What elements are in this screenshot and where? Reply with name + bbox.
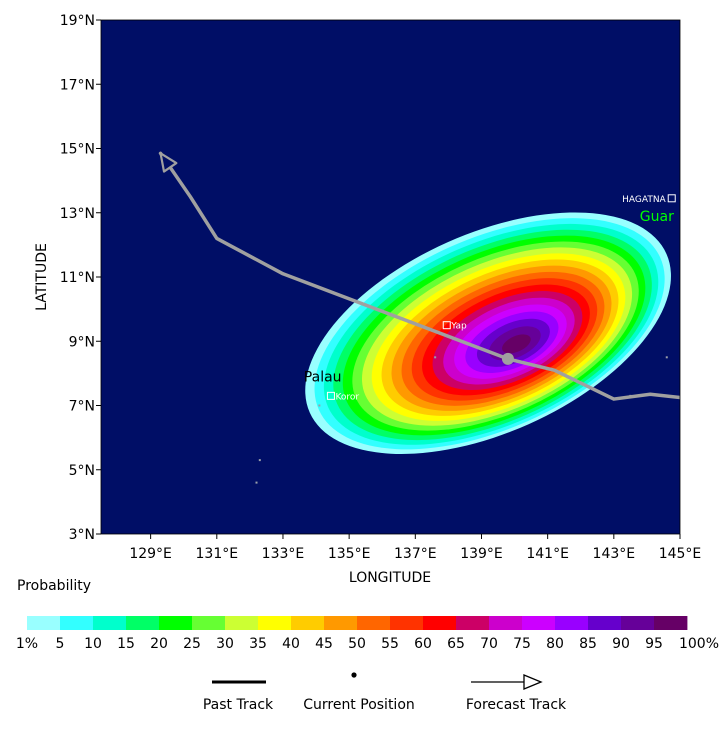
legend-swatch-95 [654,616,688,630]
legend-tick-label: 85 [579,636,597,652]
legend-tick-label: 10 [84,636,102,652]
region-label-palau: Palau [304,369,342,385]
y-tick-label: 19°N [60,13,95,29]
x-tick-label: 129°E [129,546,172,562]
island-speck [318,404,321,407]
x-tick-label: 131°E [196,546,239,562]
place-marker-koror [326,391,335,400]
forecast-arrow-icon [159,152,178,173]
legend-tick-label: 40 [282,636,300,652]
legend-swatch-65 [456,616,490,630]
y-tick-label: 5°N [69,463,95,479]
y-tick-label: 15°N [60,142,95,158]
legend-swatch-10 [93,616,127,630]
x-tick-label: 139°E [460,546,503,562]
legend-swatch-85 [588,616,622,630]
legend-title: Probability [17,578,91,594]
legend-tick-label: 35 [249,636,267,652]
place-marker-yap [442,321,451,330]
legend-swatch-25 [192,616,226,630]
legend-tick-label: 5 [56,636,65,652]
past-track-label: Past Track [203,697,274,713]
legend-swatch-5 [60,616,94,630]
place-marker-hagatna [667,194,676,203]
legend-tick-label: 95 [645,636,663,652]
legend-tick-label: 45 [315,636,333,652]
probability-contour-95 [502,334,531,354]
legend-tick-label: 65 [447,636,465,652]
legend-tick-label: 60 [414,636,432,652]
legend-swatch-55 [390,616,424,630]
legend-swatch-1 [27,616,61,630]
legend-tick-label: 15 [117,636,135,652]
forecast-arrow-icon [523,674,543,690]
place-labels: Yap Koror HAGATNA Palau Guar [304,194,676,402]
island-speck [434,356,437,359]
forecast-track [158,151,680,401]
island-speck [665,356,668,359]
legend-swatch-80 [555,616,589,630]
y-tick-label: 11°N [60,270,95,286]
y-tick-label: 7°N [69,399,95,415]
island-speck [255,481,258,484]
y-axis-ticks: 3°N 5°N 7°N 9°N 11°N 13°N 15°N 17°N 19°N [60,13,101,543]
x-tick-label: 135°E [328,546,371,562]
x-tick-label: 145°E [659,546,702,562]
legend-swatch-45 [324,616,358,630]
forecast-track-label: Forecast Track [466,697,567,713]
legend-swatch-50 [357,616,391,630]
place-label-hagatna: HAGATNA [622,195,666,205]
legend-tick-label: 20 [150,636,168,652]
current-position-marker [501,352,514,365]
legend-swatch-15 [126,616,160,630]
track-key: Past Track Current Position Forecast Tra… [203,672,567,713]
legend-tick-label: 30 [216,636,234,652]
place-label-koror: Koror [335,392,359,402]
legend-swatch-40 [291,616,325,630]
legend-tick-label: 70 [480,636,498,652]
legend-tick-label: 50 [348,636,366,652]
legend-tick-label: 80 [546,636,564,652]
island-speck [258,459,261,462]
y-axis-label: LATITUDE [34,243,50,311]
legend-tick-label: 55 [381,636,399,652]
legend-tick-label: 25 [183,636,201,652]
legend-swatch-20 [159,616,193,630]
legend-swatch-35 [258,616,292,630]
x-axis-ticks: 129°E 131°E 133°E 135°E 137°E 139°E 141°E 143°E… [129,534,702,562]
current-position-label: Current Position [303,697,415,713]
y-tick-label: 3°N [69,527,95,543]
x-tick-label: 141°E [526,546,569,562]
legend-swatch-70 [489,616,523,630]
map-plot-area: Yap Koror HAGATNA Palau Guar [100,19,681,535]
x-axis-label: LONGITUDE [349,570,431,586]
region-label-guar: Guar [640,209,674,225]
current-position-dot [351,672,357,678]
legend-tick-label: 90 [612,636,630,652]
y-tick-label: 13°N [60,206,95,222]
legend-end-label: 100% [679,636,719,652]
probability-legend: 1% 5 10 15 20 25 30 35 40 45 50 55 60 65 70 75 80 85 90 95 1… [16,616,719,652]
y-tick-label: 9°N [69,334,95,350]
place-label-yap: Yap [450,322,467,332]
x-tick-label: 137°E [394,546,437,562]
legend-tick-label: 75 [513,636,531,652]
legend-swatch-60 [423,616,457,630]
legend-swatch-30 [225,616,259,630]
legend-tick-label: 1% [16,636,38,652]
y-tick-label: 17°N [60,77,95,93]
x-tick-label: 133°E [262,546,305,562]
x-tick-label: 143°E [593,546,636,562]
legend-swatch-90 [621,616,655,630]
legend-swatch-75 [522,616,556,630]
